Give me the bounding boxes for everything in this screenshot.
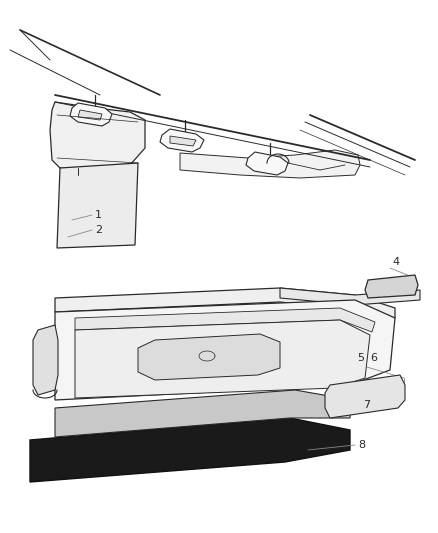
Polygon shape bbox=[246, 152, 288, 175]
Polygon shape bbox=[75, 320, 370, 398]
Polygon shape bbox=[365, 275, 418, 298]
Text: 4: 4 bbox=[392, 257, 399, 267]
Polygon shape bbox=[280, 288, 420, 305]
Polygon shape bbox=[57, 163, 138, 248]
Polygon shape bbox=[55, 390, 352, 437]
Polygon shape bbox=[75, 308, 375, 332]
Text: 7: 7 bbox=[363, 400, 370, 410]
Polygon shape bbox=[55, 288, 395, 318]
Text: 8: 8 bbox=[358, 440, 365, 450]
Polygon shape bbox=[180, 150, 360, 178]
Text: 1: 1 bbox=[95, 210, 102, 220]
Text: 5: 5 bbox=[357, 353, 364, 363]
Polygon shape bbox=[70, 103, 112, 126]
Polygon shape bbox=[78, 110, 102, 120]
Polygon shape bbox=[33, 325, 58, 395]
Polygon shape bbox=[30, 418, 350, 482]
Polygon shape bbox=[325, 375, 405, 418]
Polygon shape bbox=[170, 136, 196, 146]
Polygon shape bbox=[160, 129, 204, 152]
Polygon shape bbox=[55, 300, 395, 400]
Text: 6: 6 bbox=[370, 353, 377, 363]
Text: 2: 2 bbox=[95, 225, 102, 235]
Polygon shape bbox=[138, 334, 280, 380]
Polygon shape bbox=[50, 102, 145, 170]
